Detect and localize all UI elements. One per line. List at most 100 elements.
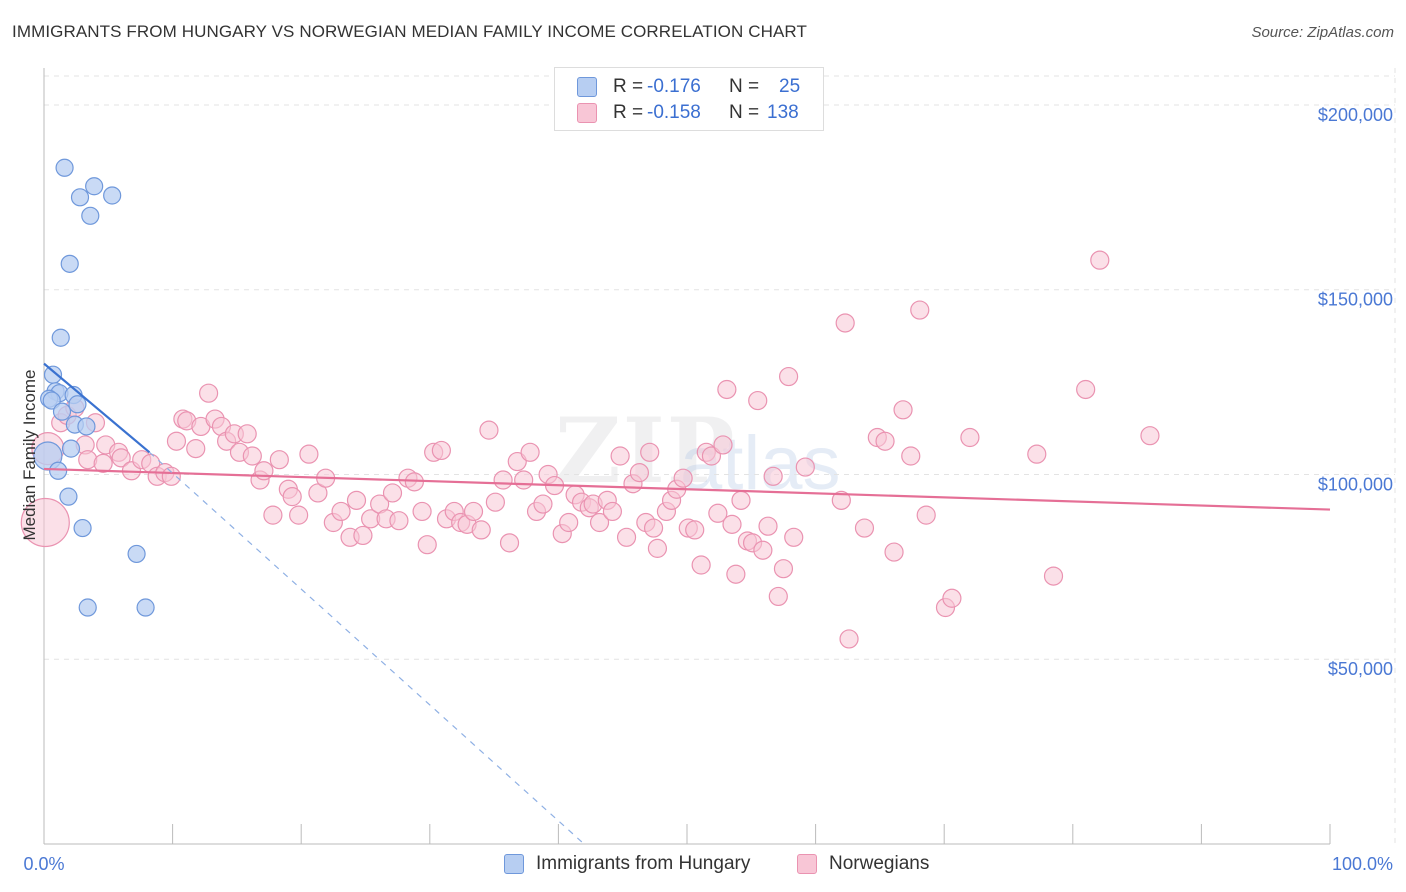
norwegians-point xyxy=(1140,426,1160,446)
norwegians-point xyxy=(910,300,930,320)
hungary-swatch xyxy=(577,77,597,97)
y-tick-label: $100,000 xyxy=(1318,474,1393,494)
hungary-point xyxy=(49,461,68,480)
hungary-point xyxy=(127,544,146,564)
norwegians-point xyxy=(199,383,219,403)
norwegians-point xyxy=(758,516,778,536)
norwegians-point xyxy=(93,453,113,473)
norwegians-point xyxy=(901,446,921,466)
norwegians-point xyxy=(346,490,367,510)
norwegians-point xyxy=(753,540,773,560)
norwegians-point xyxy=(20,497,70,548)
norwegians-point xyxy=(726,564,746,584)
norwegians-point xyxy=(1027,444,1047,464)
norwegians-point xyxy=(784,527,804,547)
norwegians-point xyxy=(431,440,451,461)
hungary-point xyxy=(78,598,97,617)
n-value: 138 xyxy=(767,102,799,123)
hungary-point xyxy=(136,598,155,617)
norwegians-point xyxy=(778,366,799,387)
norwegians-point xyxy=(629,463,650,483)
norwegians-point xyxy=(731,490,751,510)
hungary-point xyxy=(68,395,87,414)
norwegians-point xyxy=(269,450,289,470)
norwegians-point xyxy=(643,518,664,538)
norwegians-point xyxy=(166,431,187,451)
hungary-point xyxy=(55,158,74,177)
hungary-point xyxy=(81,206,100,225)
norwegians-point xyxy=(916,505,936,525)
y-tick-label: $50,000 xyxy=(1328,659,1393,679)
norwegians-point xyxy=(533,494,553,514)
norwegians-point xyxy=(647,538,668,558)
hungary-point xyxy=(73,518,92,538)
norwegians-point xyxy=(111,448,131,468)
norwegians-point xyxy=(520,442,540,462)
norwegians-point xyxy=(722,514,742,534)
norwegians-trend-line xyxy=(43,467,1331,511)
stats-row-norwegians: R = -0.158 N = 138 xyxy=(577,101,799,125)
norwegians-point xyxy=(417,535,437,555)
norwegians-point xyxy=(463,501,484,522)
norwegians-point xyxy=(691,555,711,575)
norwegians-point xyxy=(875,431,895,451)
norwegians-point xyxy=(839,629,859,649)
norwegians-point xyxy=(507,451,527,472)
norwegians-point xyxy=(795,457,815,477)
norwegians-point xyxy=(331,501,351,522)
r-value: -0.176 xyxy=(647,76,701,97)
norwegians-point xyxy=(717,379,737,400)
norwegians-point xyxy=(412,501,432,522)
norwegians-point xyxy=(389,511,409,531)
norwegians-point xyxy=(602,501,623,522)
r-value: -0.158 xyxy=(647,102,701,123)
hungary-point xyxy=(59,487,78,506)
norwegians-point xyxy=(610,446,630,466)
norwegians-point xyxy=(382,483,403,503)
stats-legend: R = -0.176 N = 25 R = -0.158 N = 138 xyxy=(554,67,824,131)
stats-row-hungary: R = -0.176 N = 25 xyxy=(577,75,800,99)
norwegians-point xyxy=(884,542,904,562)
norwegians-point xyxy=(673,468,693,488)
hungary-point xyxy=(77,417,96,436)
norwegians-point xyxy=(289,505,309,525)
norwegians-point xyxy=(308,483,328,503)
legend-hungary-label: Immigrants from Hungary xyxy=(536,853,751,874)
n-label: N = xyxy=(729,102,760,123)
norwegians-point xyxy=(499,533,520,553)
x-tick-label-end: 100.0% xyxy=(1332,854,1393,874)
norwegians-point xyxy=(713,435,733,455)
hungary-point xyxy=(70,188,90,207)
r-label: R = xyxy=(613,76,644,97)
norwegians-point xyxy=(960,427,980,448)
chart-title: IMMIGRANTS FROM HUNGARY VS NORWEGIAN MED… xyxy=(12,22,807,41)
y-axis-label: Median Family Income xyxy=(20,369,39,541)
hungary-point xyxy=(43,365,63,384)
norwegians-point xyxy=(161,466,181,486)
norwegians-point xyxy=(493,470,513,490)
legend-norwegians-label: Norwegians xyxy=(829,853,930,874)
legend-norwegians-swatch xyxy=(797,854,817,874)
norwegians-point xyxy=(640,442,660,462)
hungary-point xyxy=(42,391,61,410)
norwegians-point xyxy=(559,512,579,533)
source-label: Source: ZipAtlas.com xyxy=(1251,24,1394,41)
norwegians-point xyxy=(685,520,705,540)
hungary-point xyxy=(61,439,81,458)
hungary-point xyxy=(103,186,122,205)
hungary-point xyxy=(52,402,72,421)
legend-item-hungary[interactable]: Immigrants from Hungary xyxy=(504,852,750,876)
norwegians-point xyxy=(485,492,505,512)
norwegians-point xyxy=(854,518,875,538)
hungary-trend-extension xyxy=(149,451,585,845)
norwegians-point xyxy=(237,424,257,444)
trend-lines xyxy=(43,362,1331,845)
norwegians-point xyxy=(835,313,855,333)
legend-item-norwegians[interactable]: Norwegians xyxy=(797,852,929,876)
norwegians-point xyxy=(701,446,722,466)
norwegians-point xyxy=(1090,250,1110,270)
norwegians-point xyxy=(708,503,728,523)
norwegians-point xyxy=(186,439,206,459)
norwegians-point xyxy=(242,446,262,466)
